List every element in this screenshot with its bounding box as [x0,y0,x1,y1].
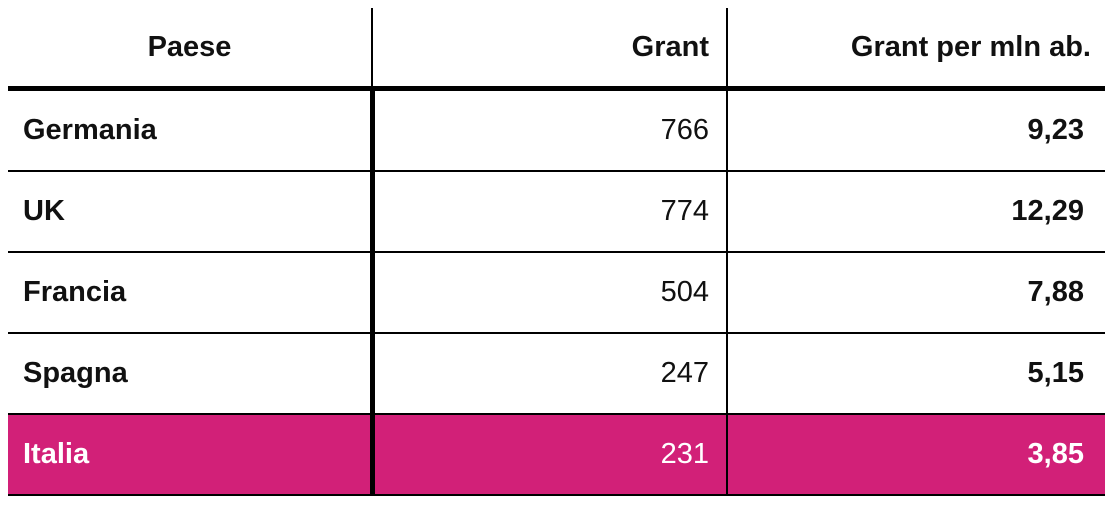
table-row-francia: Francia 504 7,88 [8,252,1105,334]
grants-table: Paese Grant Grant per mln ab. Germania 7… [8,8,1105,496]
table-row-uk: UK 774 12,29 [8,171,1105,253]
cell-grant-per-mln: 7,88 [727,252,1105,334]
column-header-grant-per-mln: Grant per mln ab. [727,8,1105,91]
cell-grant: 504 [372,252,728,334]
cell-country: Francia [8,252,375,334]
cell-grant: 774 [372,171,728,253]
table-row-spagna: Spagna 247 5,15 [8,333,1105,415]
column-header-grant: Grant [372,8,728,91]
cell-country: Spagna [8,333,375,415]
table-row-germania: Germania 766 9,23 [8,88,1105,172]
table-row-italia: Italia 231 3,85 [8,414,1105,496]
cell-country: UK [8,171,375,253]
cell-grant-per-mln: 5,15 [727,333,1105,415]
cell-country: Germania [8,88,375,172]
cell-grant-per-mln: 12,29 [727,171,1105,253]
cell-grant-per-mln: 9,23 [727,88,1105,172]
column-header-paese: Paese [8,8,373,91]
cell-grant: 766 [372,88,728,172]
cell-country: Italia [8,414,375,496]
header-row: Paese Grant Grant per mln ab. [8,8,1105,91]
cell-grant: 231 [372,414,728,496]
cell-grant-per-mln: 3,85 [727,414,1105,496]
cell-grant: 247 [372,333,728,415]
